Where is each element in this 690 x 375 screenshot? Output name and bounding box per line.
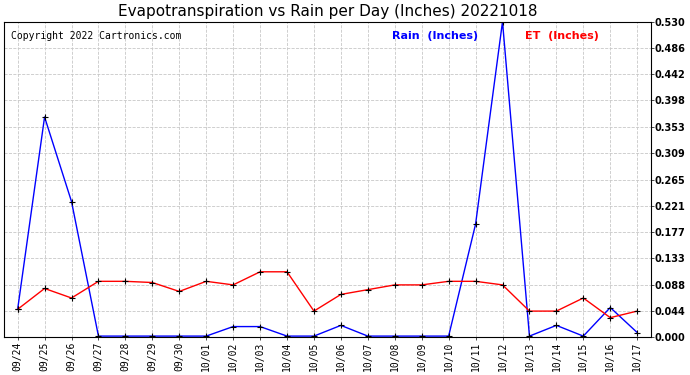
Text: Copyright 2022 Cartronics.com: Copyright 2022 Cartronics.com (10, 31, 181, 41)
Title: Evapotranspiration vs Rain per Day (Inches) 20221018: Evapotranspiration vs Rain per Day (Inch… (118, 4, 538, 19)
Text: ET  (Inches): ET (Inches) (524, 31, 598, 41)
Text: Rain  (Inches): Rain (Inches) (392, 31, 478, 41)
